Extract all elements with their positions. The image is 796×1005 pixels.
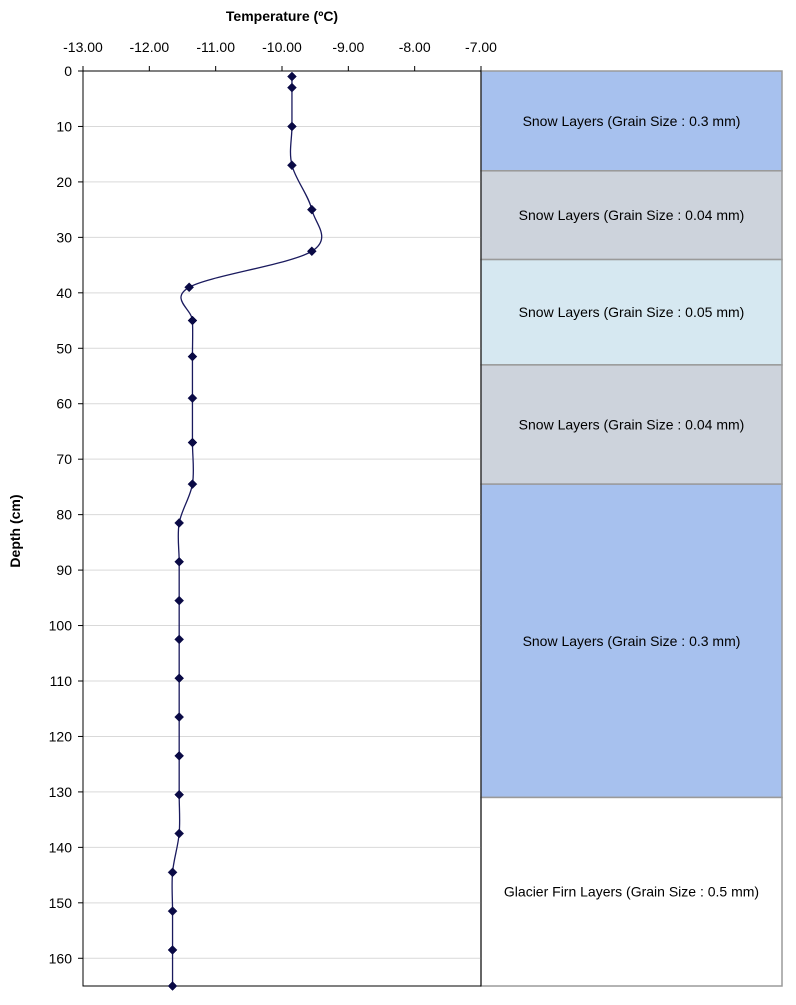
data-point-9 (187, 351, 198, 362)
y-tick-label: 80 (56, 507, 72, 523)
layer-label-1: Snow Layers (Grain Size : 0.3 mm) (523, 113, 741, 129)
y-tick-label: 40 (56, 285, 72, 301)
data-point-24 (167, 945, 178, 955)
y-tick-label: 150 (49, 895, 73, 911)
data-point-25 (167, 981, 178, 991)
data-point-10 (187, 393, 198, 404)
data-point-4 (287, 160, 297, 171)
data-point-2 (287, 82, 297, 93)
x-axis-title: Temperature (ºC) (226, 8, 338, 24)
data-point-6 (306, 246, 317, 257)
data-point-1 (287, 71, 297, 82)
y-tick-label: 50 (56, 340, 72, 356)
data-point-13 (174, 518, 185, 528)
y-tick-label: 110 (50, 673, 73, 689)
x-tick-label: -11.00 (196, 39, 235, 55)
data-point-11 (187, 437, 198, 448)
x-tick-label: -9.00 (332, 39, 364, 55)
layer-label-3: Snow Layers (Grain Size : 0.05 mm) (519, 304, 745, 320)
y-tick-label: 70 (56, 451, 72, 467)
data-point-7 (184, 282, 194, 293)
data-point-18 (174, 712, 185, 722)
data-point-20 (174, 789, 185, 800)
layer-panel-6 (480, 796, 783, 987)
data-point-17 (174, 673, 185, 684)
y-tick-label: 0 (64, 63, 72, 79)
series-group (167, 71, 323, 991)
y-axis-title: Depth (cm) (7, 494, 23, 567)
data-point-22 (167, 867, 178, 878)
y-tick-label: 10 (56, 118, 72, 134)
data-point-16 (174, 634, 185, 645)
y-tick-group: 0 10 20 30 40 50 60 70 80 90 100 110 120 130 140 150 160 (49, 63, 83, 966)
layer-panel-1 (480, 70, 783, 172)
y-tick-label: 60 (56, 396, 72, 412)
y-tick-label: 30 (56, 229, 72, 245)
layer-panel-2 (480, 170, 783, 261)
data-point-8 (187, 315, 198, 326)
layer-label-2: Snow Layers (Grain Size : 0.04 mm) (519, 207, 745, 223)
layer-group: Snow Layers (Grain Size : 0.3 mm) Snow La… (480, 70, 783, 987)
data-point-3 (287, 121, 297, 132)
data-point-23 (167, 906, 178, 916)
plot-frame (82, 70, 482, 987)
series-line-1 (171, 76, 323, 986)
data-point-5 (306, 204, 317, 215)
x-tick-label: -7.00 (465, 39, 497, 55)
layer-panel-5 (480, 483, 783, 799)
x-tick-label: -13.00 (63, 39, 103, 55)
y-tick-label: 90 (56, 562, 72, 578)
data-point-14 (174, 556, 185, 567)
y-tick-label: 120 (49, 728, 73, 744)
layer-panel-3 (480, 258, 783, 366)
y-tick-label: 130 (49, 784, 73, 800)
data-point-15 (174, 595, 185, 606)
layer-label-5: Snow Layers (Grain Size : 0.3 mm) (523, 633, 741, 649)
x-tick-group: -13.00 -12.00 -11.00 -10.00 -9.00 -8.00 -7.00 (63, 39, 497, 71)
data-point-21 (174, 828, 185, 839)
data-point-12 (187, 479, 198, 489)
grid-group (83, 125, 481, 959)
y-tick-label: 20 (56, 174, 72, 190)
layer-label-4: Snow Layers (Grain Size : 0.04 mm) (519, 417, 745, 433)
x-tick-label: -12.00 (129, 39, 169, 55)
y-tick-label: 140 (49, 839, 73, 855)
x-tick-label: -8.00 (399, 39, 431, 55)
data-point-19 (174, 751, 185, 761)
y-tick-label: 160 (49, 950, 73, 966)
y-tick-label: 100 (49, 618, 73, 634)
layer-label-6: Glacier Firn Layers (Grain Size : 0.5 mm… (504, 884, 759, 900)
layer-panel-4 (480, 364, 783, 485)
x-tick-label: -10.00 (262, 39, 302, 55)
